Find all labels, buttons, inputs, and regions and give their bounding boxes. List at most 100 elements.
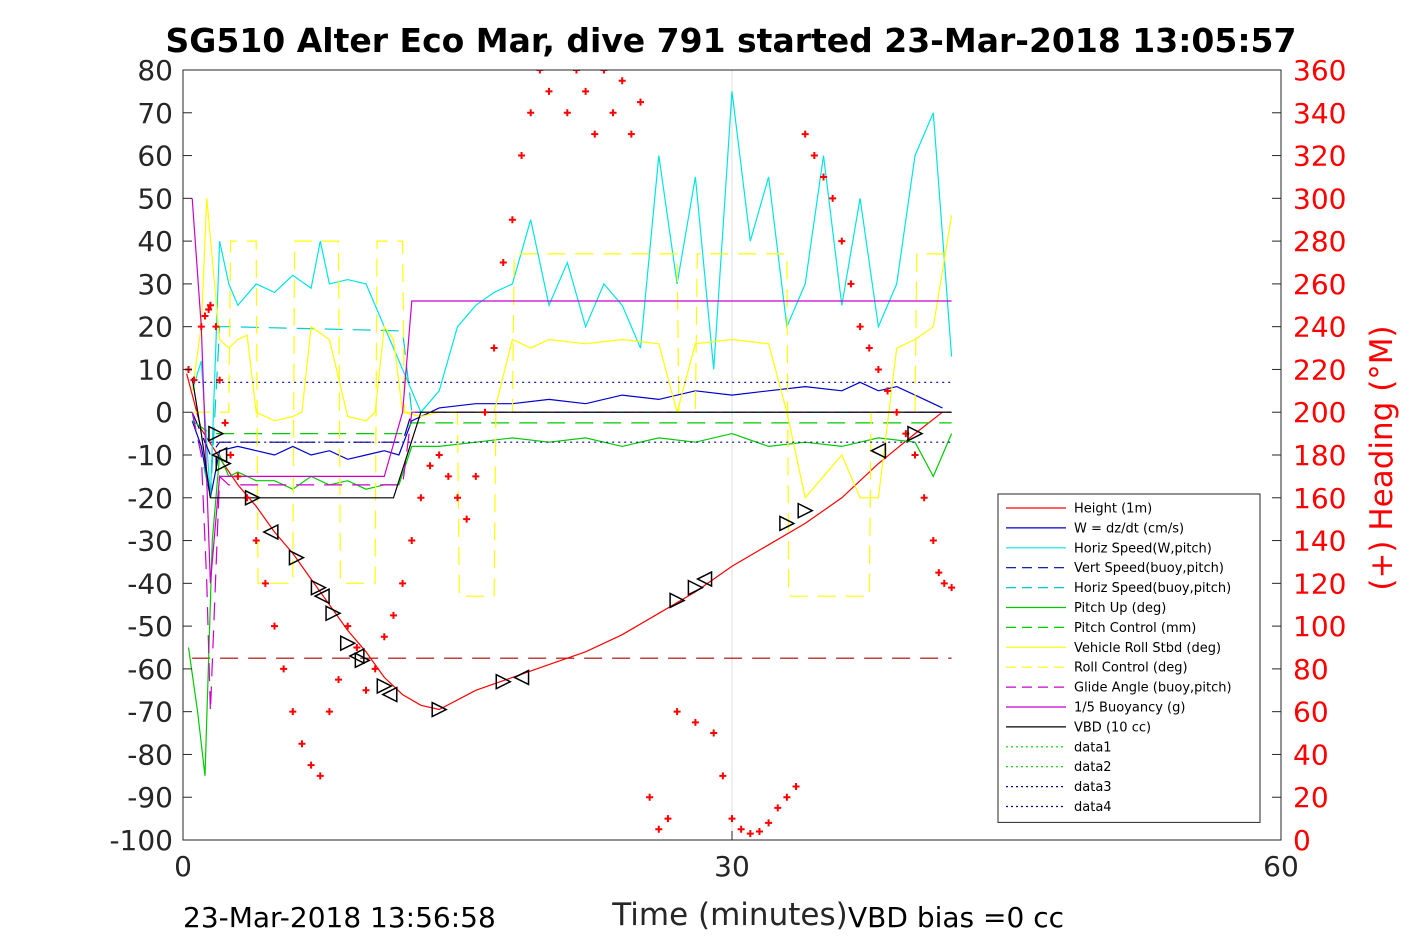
heading-point: [417, 494, 425, 502]
heading-point: [935, 569, 943, 577]
heading-point: [205, 306, 213, 314]
heading-point: [637, 98, 644, 106]
heading-point: [261, 579, 269, 587]
series-line-7: [191, 420, 952, 435]
heading-point: [755, 827, 763, 835]
left-tick-label: -50: [127, 610, 173, 643]
heading-point: [344, 622, 352, 630]
heading-point: [627, 130, 635, 138]
pump-marker: [512, 669, 530, 686]
heading-point: [408, 537, 416, 545]
heading-point: [582, 87, 590, 95]
x-tick-label: 30: [714, 850, 750, 883]
pump-marker: [797, 502, 814, 519]
series-line-1: [186, 373, 943, 711]
right-tick-label: 340: [1293, 97, 1346, 130]
heading-point: [792, 783, 800, 791]
heading-point: [518, 152, 526, 160]
heading-point: [737, 825, 745, 833]
pump-marker: [669, 592, 686, 609]
right-tick-label: 20: [1293, 781, 1329, 814]
heading-point: [481, 408, 489, 416]
series-line-10: [191, 411, 952, 712]
heading-point: [271, 622, 278, 630]
legend-label: Vert Speed(buoy,pitch): [1074, 561, 1224, 576]
legend-label: Horiz Speed(W,pitch): [1074, 541, 1212, 556]
heading-point: [280, 665, 288, 673]
heading-point: [221, 419, 229, 427]
heading-point: [454, 494, 461, 502]
heading-point: [212, 323, 220, 331]
legend-label: data3: [1074, 780, 1112, 795]
x-tick-label: 0: [174, 850, 192, 883]
left-tick-label: -60: [127, 653, 173, 686]
right-tick-label: 60: [1293, 696, 1329, 729]
heading-point: [893, 408, 901, 416]
left-tick-label: 70: [137, 97, 173, 130]
heading-point: [380, 633, 388, 641]
heading-point: [810, 152, 818, 160]
right-tick-label: 200: [1293, 396, 1346, 429]
series-line-12: [191, 377, 952, 499]
right-tick-label: 120: [1293, 567, 1346, 600]
left-tick-label: -10: [127, 439, 173, 472]
pump-marker: [381, 686, 398, 703]
heading-point: [307, 761, 315, 769]
heading-point: [911, 451, 919, 459]
pump-marker: [869, 442, 887, 459]
pump-marker: [348, 647, 365, 665]
left-axis: 80 70 60 50 40 30 20 10 0 -10 -20 -30 -40 -50 -60 -70 -8…: [109, 54, 192, 857]
x-tick-label: 60: [1263, 850, 1299, 883]
heading-point: [691, 718, 699, 726]
legend-label: VBD (10 cc): [1074, 720, 1151, 735]
legend-label: W = dz/dt (cm/s): [1074, 521, 1184, 536]
heading-point: [252, 537, 260, 545]
pump-marker: [695, 570, 713, 588]
legend-label: Roll Control (deg): [1074, 661, 1188, 676]
pump-marker: [208, 425, 225, 442]
footer-timestamp: 23-Mar-2018 13:56:58: [183, 901, 496, 934]
right-tick-label: 320: [1293, 140, 1346, 173]
heading-point: [508, 216, 516, 224]
left-tick-label: 60: [137, 140, 173, 173]
right-axis: 3603403203002802602402202001801601401201…: [1272, 54, 1346, 857]
pump-marker: [339, 635, 357, 652]
pump-marker: [431, 701, 448, 718]
series-line-2: [191, 381, 943, 498]
right-tick-label: 240: [1293, 311, 1346, 344]
heading-point: [838, 237, 846, 245]
heading-point: [371, 665, 379, 673]
left-tick-label: -90: [127, 781, 173, 814]
left-tick-label: -100: [109, 824, 173, 857]
heading-point: [389, 611, 397, 619]
legend-label: data1: [1074, 740, 1112, 755]
heading-point: [444, 472, 452, 480]
x-axis-label: Time (minutes): [611, 897, 847, 933]
left-tick-label: 10: [137, 353, 173, 386]
heading-point: [325, 708, 333, 716]
heading-point: [490, 344, 498, 352]
heading-point: [243, 494, 251, 502]
heading-point: [801, 130, 809, 138]
right-tick-label: 80: [1293, 653, 1329, 686]
left-tick-label: -20: [127, 482, 173, 515]
x-axis: 0 30 60: [174, 831, 1299, 883]
heading-point: [572, 70, 580, 74]
heading-point: [829, 194, 837, 202]
legend-label: Horiz Speed(buoy,pitch): [1074, 581, 1231, 596]
right-tick-label: 360: [1293, 54, 1346, 87]
legend-label: Pitch Control (mm): [1074, 621, 1196, 636]
right-tick-label: 0: [1293, 824, 1311, 857]
heading-point: [463, 515, 471, 523]
heading-point: [664, 815, 672, 823]
footer-vbd-bias: VBD bias =0 cc: [848, 901, 1064, 934]
left-tick-label: 80: [137, 54, 173, 87]
plot-area: [184, 70, 956, 840]
heading-point: [765, 819, 773, 827]
left-tick-label: -80: [127, 738, 173, 771]
right-tick-label: 100: [1293, 610, 1346, 643]
right-tick-label: 300: [1293, 182, 1346, 215]
heading-point: [865, 344, 873, 352]
right-tick-label: 40: [1293, 738, 1329, 771]
